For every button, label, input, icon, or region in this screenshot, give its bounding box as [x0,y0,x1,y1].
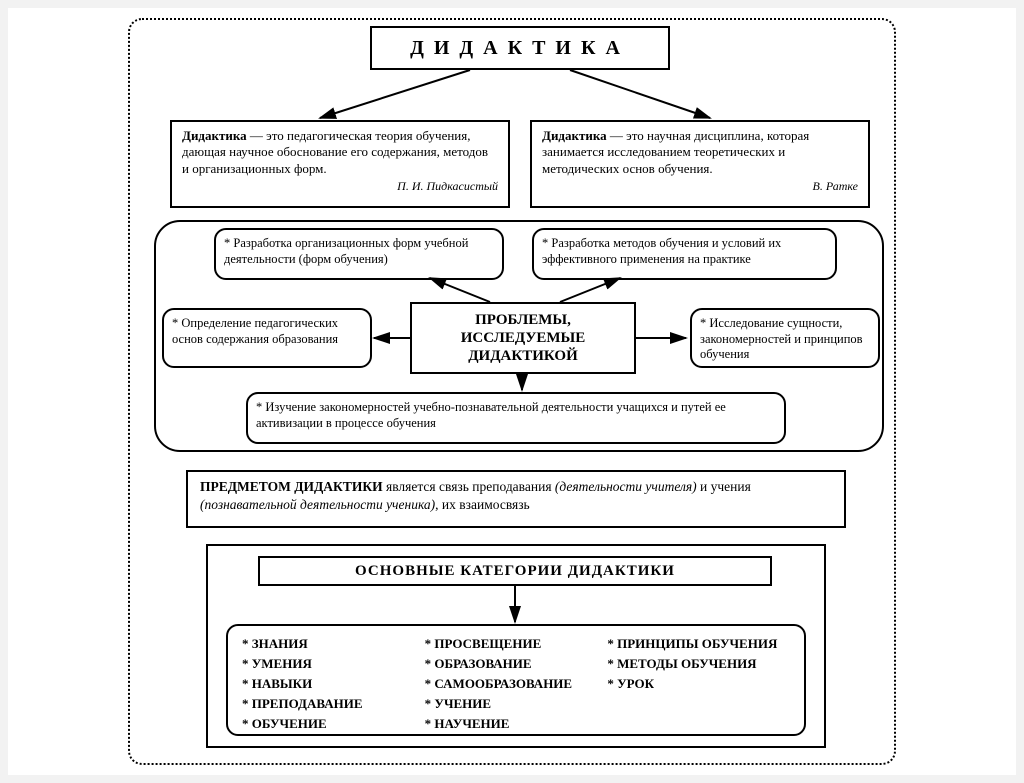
cat-col-3: ПРИНЦИПЫ ОБУЧЕНИЯ МЕТОДЫ ОБУЧЕНИЯ УРОК [607,636,790,724]
subject-it2: (познавательной деятельности ученика) [200,497,435,512]
categories-title-box: ОСНОВНЫЕ КАТЕГОРИИ ДИДАКТИКИ [258,556,772,586]
cat-item: ЗНАНИЯ [242,636,425,652]
problem-mid-right: * Исследование сущности, закономерностей… [690,308,880,368]
cat-item: НАВЫКИ [242,676,425,692]
def-right-author: В. Ратке [542,179,858,194]
problem-mid-left: * Определение педагогических основ содер… [162,308,372,368]
definition-left: Дидактика — это педагогическая теория об… [170,120,510,208]
def-right-term: Дидактика [542,128,607,143]
definition-right: Дидактика — это научная дисциплина, кото… [530,120,870,208]
cat-item: НАУЧЕНИЕ [425,716,608,732]
cat-item: ПРЕПОДАВАНИЕ [242,696,425,712]
subject-lead: ПРЕДМЕТОМ ДИДАКТИКИ [200,479,383,494]
center-problems-text: ПРОБЛЕМЫ, ИССЛЕДУЕМЫЕ ДИДАКТИКОЙ [412,311,634,365]
subject-box: ПРЕДМЕТОМ ДИДАКТИКИ является связь препо… [186,470,846,528]
subject-it1: (деятельности учителя) [555,479,697,494]
cat-item: ОБРАЗОВАНИЕ [425,656,608,672]
cat-item: ОБУЧЕНИЕ [242,716,425,732]
subject-b3: , их взаимосвязь [435,497,530,512]
cat-item: УЧЕНИЕ [425,696,608,712]
cat-col-2: ПРОСВЕЩЕНИЕ ОБРАЗОВАНИЕ САМООБРАЗОВАНИЕ … [425,636,608,724]
diagram-frame: ДИДАКТИКА Дидактика — это педагогическая… [128,18,896,765]
subject-b2: и учения [697,479,751,494]
cat-item: ПРОСВЕЩЕНИЕ [425,636,608,652]
center-problems-box: ПРОБЛЕМЫ, ИССЛЕДУЕМЫЕ ДИДАКТИКОЙ [410,302,636,374]
cat-item: УМЕНИЯ [242,656,425,672]
problem-bottom: * Изучение закономерностей учебно-познав… [246,392,786,444]
def-left-author: П. И. Пидкасистый [182,179,498,194]
cat-item: САМООБРАЗОВАНИЕ [425,676,608,692]
cat-item: МЕТОДЫ ОБУЧЕНИЯ [607,656,790,672]
subject-b1: является связь преподавания [383,479,555,494]
categories-title: ОСНОВНЫЕ КАТЕГОРИИ ДИДАКТИКИ [355,563,675,580]
main-title-text: ДИДАКТИКА [410,37,630,60]
problem-top-right: * Разработка методов обучения и условий … [532,228,837,280]
page: ДИДАКТИКА Дидактика — это педагогическая… [8,8,1016,775]
cat-item: УРОК [607,676,790,692]
categories-list: ЗНАНИЯ УМЕНИЯ НАВЫКИ ПРЕПОДАВАНИЕ ОБУЧЕН… [226,624,806,736]
main-title: ДИДАКТИКА [370,26,670,70]
cat-col-1: ЗНАНИЯ УМЕНИЯ НАВЫКИ ПРЕПОДАВАНИЕ ОБУЧЕН… [242,636,425,724]
cat-item: ПРИНЦИПЫ ОБУЧЕНИЯ [607,636,790,652]
problem-top-left: * Разработка организационных форм учебно… [214,228,504,280]
def-left-term: Дидактика [182,128,247,143]
